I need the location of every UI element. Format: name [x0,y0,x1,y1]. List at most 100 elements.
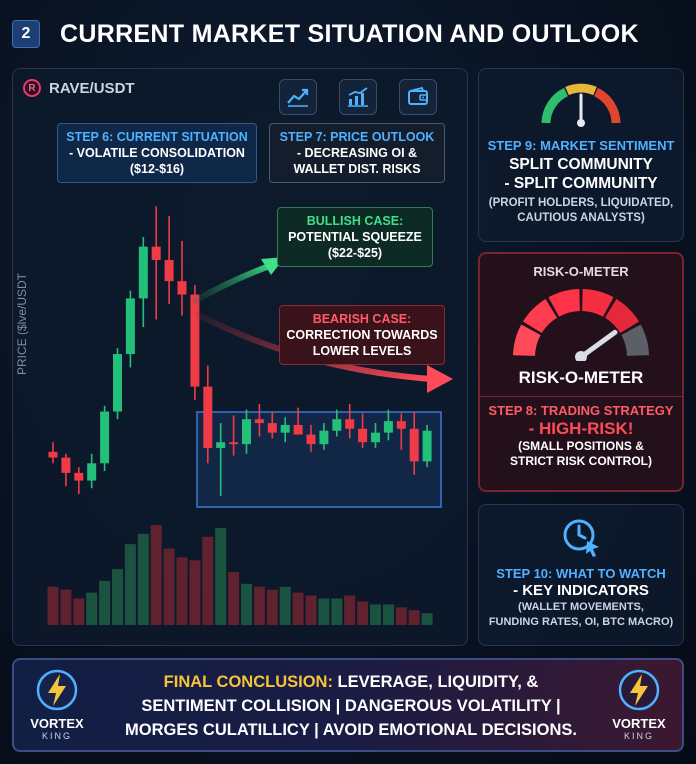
candle-body [203,386,213,448]
risk-o-meter-gauge [513,289,649,363]
candle-body [280,424,290,433]
volume-bar [253,586,265,625]
candle-body [229,442,239,445]
risk-step: STEP 8: TRADING STRATEGY [488,403,674,418]
chart-panel: R RAVE/USDT PRICE ($lve/USDT [12,68,468,646]
candle-body [358,428,368,443]
candle-body [306,434,316,445]
candle-body [87,463,97,481]
step7-heading: STEP 7: PRICE OUTLOOK [279,130,435,144]
sentiment-step: STEP 9: MARKET SENTIMENT [487,138,675,153]
candle-body [74,472,84,481]
candle-body [125,298,135,354]
final-conclusion-banner: VORTEX KING FINAL CONCLUSION: LEVERAGE, … [12,658,684,752]
price-chart [47,206,453,625]
sentiment-gauge-icon [541,83,621,127]
risk-gauge-segment [513,324,541,356]
conclusion-line3: MORGES CULATILLICY | AVOID EMOTIONAL DEC… [125,721,577,739]
risk-verdict: - HIGH-RISK! [528,419,634,438]
pair-label: RAVE/USDT [49,79,135,97]
candle-body [332,419,342,431]
volume-bar [279,586,291,625]
step-number-badge: 2 [12,20,40,48]
sentiment-line2: - SPLIT COMMUNITY [504,175,658,192]
candle-body [151,246,161,261]
risk-title-main: RISK-O-METER [518,368,644,387]
bearish-heading: BEARISH CASE: [312,312,412,326]
volume-bar [395,607,407,625]
volume-bar [60,589,72,625]
volume-bar [202,536,214,625]
bar-chart-icon[interactable] [339,79,377,115]
bearish-callout: BEARISH CASE: CORRECTION TOWARDS LOWER L… [279,305,445,365]
candle-body [422,430,432,462]
volume-bar [292,592,304,625]
candle-body [267,423,277,433]
bullish-body: POTENTIAL SQUEEZE [288,230,422,244]
candle-body [345,419,355,429]
brand-logo-right: VORTEX KING [604,668,674,741]
bearish-body: CORRECTION TOWARDS [286,328,438,342]
bullish-arrow [192,261,278,304]
risk-gauge-segment [522,298,558,334]
volume-bar [163,548,175,625]
page-title: CURRENT MARKET SITUATION AND OUTLOOK [60,19,639,48]
volume-bars [47,525,433,625]
candle-body [409,428,419,462]
risk-title-top: RISK-O-METER [533,264,629,279]
volume-bar [266,589,278,625]
conclusion-line2: SENTIMENT COLLISION | DANGEROUS VOLATILI… [141,697,561,715]
candle-body [177,281,187,295]
watch-card: STEP 10: WHAT TO WATCH - KEY INDICATORS … [478,504,684,646]
volume-bar [357,601,369,625]
volume-bar [189,560,201,625]
bullish-callout: BULLISH CASE: POTENTIAL SQUEEZE ($22-$25… [277,207,433,267]
volume-bar [421,613,433,625]
volume-bar [241,583,252,625]
y-axis-label: PRICE ($lve/USDT [15,272,29,376]
bullish-heading: BULLISH CASE: [306,214,404,228]
volume-bar [408,610,420,625]
token-logo-icon: R [23,79,41,97]
candle-body [48,451,58,458]
candle-body [242,419,251,445]
candle-body [138,246,148,299]
volume-bar [344,595,356,625]
volume-bar [331,598,343,625]
volume-bar [382,604,394,625]
risk-card: RISK-O-METER RISK-O-METER STEP 8: TRADIN… [478,252,684,492]
step7-callout: STEP 7: PRICE OUTLOOK - DECREASING OI & … [269,123,445,183]
wallet-icon[interactable] [399,79,437,115]
sentiment-detail2: CAUTIOUS ANALYSTS) [517,212,645,224]
step7-body: - DECREASING OI & [296,146,418,160]
watch-detail2: FUNDING RATES, OI, BTC MACRO) [488,616,674,628]
candle-body [383,421,393,433]
candle-body [293,424,303,435]
risk-gauge-segment [582,289,614,317]
risk-gauge-segment [621,324,649,356]
step6-body: - VOLATILE CONSOLIDATION [69,146,245,160]
candle-body [319,430,329,445]
candle-body [100,411,110,464]
watch-step: STEP 10: WHAT TO WATCH [496,566,666,581]
bearish-body2: LOWER LEVELS [312,344,412,358]
trend-chart-icon[interactable] [279,79,317,115]
candle-body [216,442,226,448]
step6-heading: STEP 6: CURRENT SITUATION [66,130,248,144]
volume-bar [73,598,85,625]
brand-logo-left: VORTEX KING [22,668,92,741]
volume-bar [215,527,227,625]
risk-gauge-segment [548,289,580,317]
watch-detail1: (WALLET MOVEMENTS, [518,601,644,613]
lightning-logo-icon [36,669,78,711]
step6-body2: ($12-$16) [129,162,185,176]
trading-pair: R RAVE/USDT [23,79,135,97]
conclusion-line1: LEVERAGE, LIQUIDITY, & [332,673,539,691]
clock-cursor-icon [563,519,599,557]
candlesticks [48,206,432,496]
step6-callout: STEP 6: CURRENT SITUATION - VOLATILE CON… [57,123,257,183]
sentiment-card: STEP 9: MARKET SENTIMENT SPLIT COMMUNITY… [478,68,684,242]
brand-sub: KING [623,731,654,741]
risk-detail1: (SMALL POSITIONS & [518,439,644,453]
volume-bar [318,598,330,625]
